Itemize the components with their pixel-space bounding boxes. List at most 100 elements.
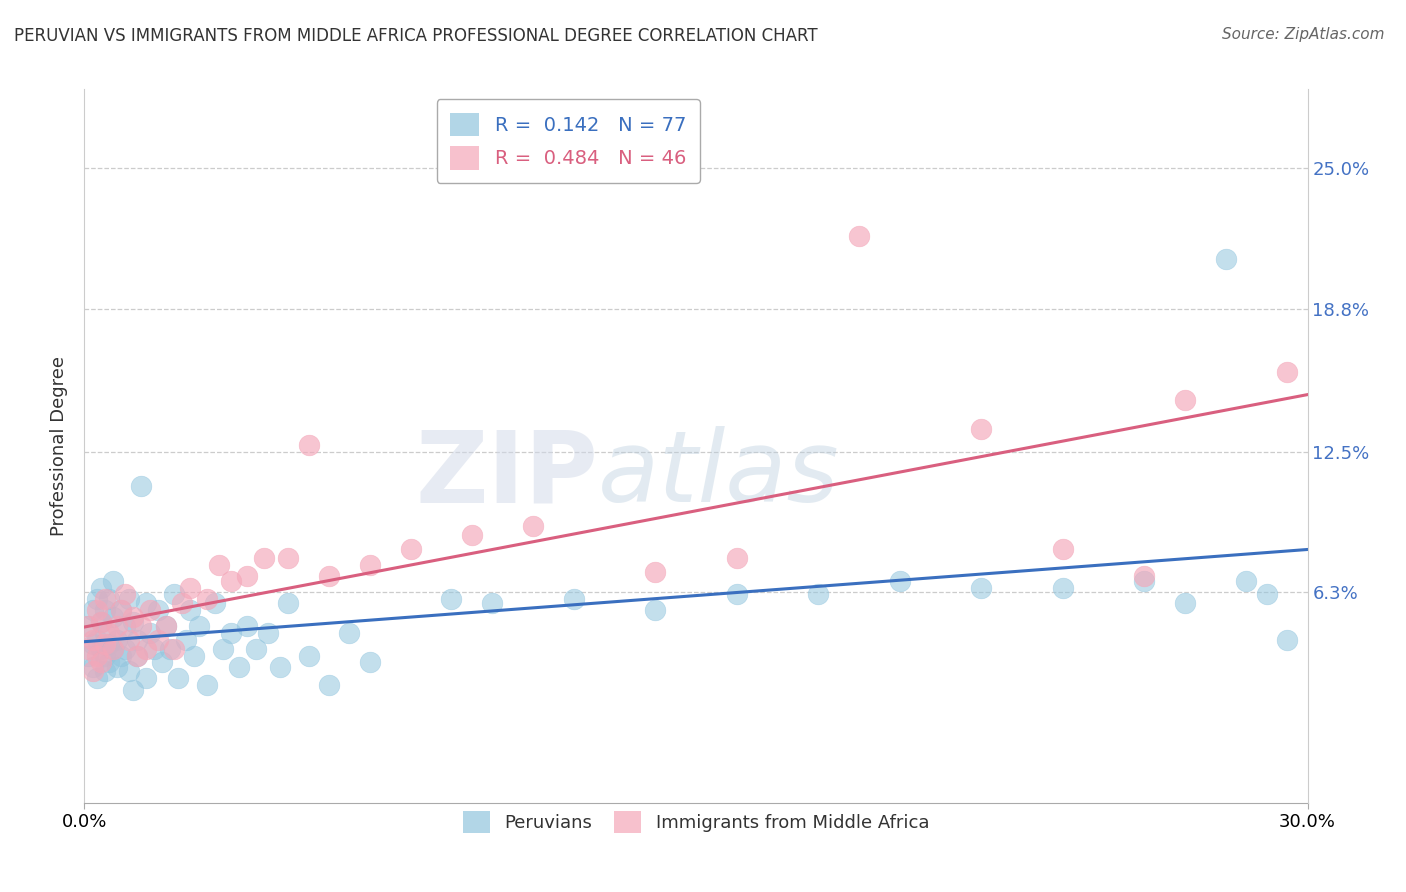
Point: [93, 648, 115, 663]
Point: [110, 648, 132, 663]
Point: [461, 528, 484, 542]
Point: [93, 637, 115, 651]
Y-axis label: Professional Degree: Professional Degree: [51, 356, 69, 536]
Point: [1277, 365, 1299, 379]
Point: [90, 581, 112, 595]
Legend: Peruvians, Immigrants from Middle Africa: Peruvians, Immigrants from Middle Africa: [453, 800, 939, 844]
Point: [86, 671, 108, 685]
Point: [97, 656, 120, 670]
Text: ZIP: ZIP: [415, 426, 598, 523]
Point: [183, 648, 205, 663]
Point: [1215, 252, 1237, 266]
Point: [150, 656, 173, 670]
Point: [93, 591, 115, 606]
Point: [481, 597, 503, 611]
Point: [86, 603, 108, 617]
Point: [257, 626, 280, 640]
Point: [245, 641, 267, 656]
Point: [82, 665, 104, 679]
Point: [228, 660, 250, 674]
Point: [298, 438, 321, 452]
Point: [269, 660, 291, 674]
Point: [195, 678, 218, 692]
Point: [138, 603, 160, 617]
Point: [97, 626, 120, 640]
Point: [90, 615, 112, 629]
Text: PERUVIAN VS IMMIGRANTS FROM MIDDLE AFRICA PROFESSIONAL DEGREE CORRELATION CHART: PERUVIAN VS IMMIGRANTS FROM MIDDLE AFRIC…: [14, 27, 818, 45]
Point: [90, 656, 112, 670]
Point: [135, 671, 157, 685]
Point: [142, 641, 165, 656]
Point: [562, 591, 585, 606]
Point: [195, 591, 218, 606]
Point: [101, 610, 124, 624]
Point: [1277, 632, 1299, 647]
Point: [204, 597, 226, 611]
Point: [86, 648, 108, 663]
Point: [644, 603, 666, 617]
Point: [167, 671, 190, 685]
Point: [1052, 542, 1074, 557]
Point: [399, 542, 422, 557]
Point: [90, 641, 112, 656]
Point: [77, 648, 100, 663]
Point: [110, 603, 132, 617]
Point: [122, 610, 145, 624]
Point: [236, 569, 259, 583]
Point: [101, 574, 124, 588]
Point: [114, 641, 136, 656]
Point: [1174, 392, 1197, 407]
Point: [1236, 574, 1258, 588]
Point: [93, 626, 115, 640]
Point: [298, 648, 321, 663]
Point: [359, 558, 381, 572]
Point: [138, 626, 160, 640]
Point: [155, 619, 177, 633]
Point: [131, 478, 153, 492]
Point: [1133, 574, 1156, 588]
Point: [179, 581, 201, 595]
Point: [889, 574, 911, 588]
Point: [101, 641, 124, 656]
Point: [110, 603, 132, 617]
Point: [1174, 597, 1197, 611]
Point: [82, 603, 104, 617]
Point: [725, 587, 748, 601]
Point: [253, 551, 276, 566]
Point: [135, 641, 157, 656]
Text: atlas: atlas: [598, 426, 839, 523]
Point: [187, 619, 209, 633]
Point: [127, 648, 149, 663]
Point: [82, 660, 104, 674]
Point: [163, 587, 186, 601]
Point: [77, 641, 100, 656]
Point: [135, 597, 157, 611]
Point: [174, 632, 197, 647]
Point: [105, 619, 128, 633]
Point: [101, 641, 124, 656]
Point: [97, 591, 120, 606]
Point: [219, 574, 242, 588]
Point: [1052, 581, 1074, 595]
Point: [848, 229, 870, 244]
Point: [77, 619, 100, 633]
Point: [118, 591, 141, 606]
Point: [118, 632, 141, 647]
Point: [146, 632, 169, 647]
Point: [122, 615, 145, 629]
Point: [122, 682, 145, 697]
Point: [970, 581, 993, 595]
Point: [277, 551, 299, 566]
Point: [131, 619, 153, 633]
Point: [725, 551, 748, 566]
Point: [97, 637, 120, 651]
Point: [77, 619, 100, 633]
Point: [440, 591, 463, 606]
Point: [359, 656, 381, 670]
Point: [86, 632, 108, 647]
Point: [82, 637, 104, 651]
Point: [1133, 569, 1156, 583]
Point: [114, 587, 136, 601]
Point: [318, 678, 340, 692]
Point: [86, 591, 108, 606]
